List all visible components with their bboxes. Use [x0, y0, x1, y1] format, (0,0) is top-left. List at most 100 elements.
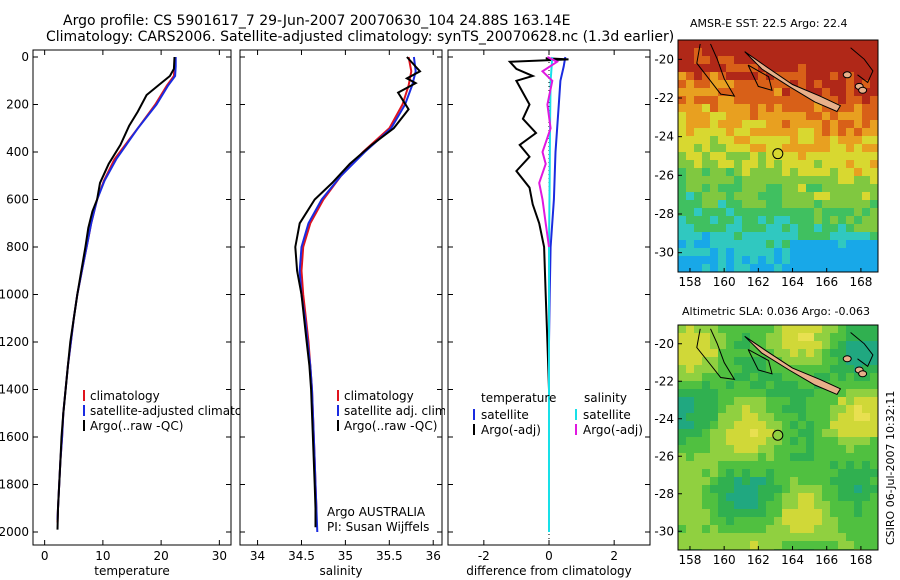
map-cell — [710, 525, 718, 533]
map-cell — [702, 264, 710, 272]
map-cell — [694, 248, 702, 256]
map-cell — [838, 128, 846, 136]
map-cell — [774, 365, 782, 373]
map-cell — [750, 136, 758, 144]
map-cell — [830, 533, 838, 541]
map-cell — [798, 501, 806, 509]
map-cell — [830, 168, 838, 176]
map-cell — [846, 104, 854, 112]
map-cell — [862, 477, 870, 485]
map-cell — [702, 72, 710, 80]
map-cell — [846, 397, 854, 405]
map-cell — [678, 256, 686, 264]
map-cell — [710, 136, 718, 144]
map-cell — [846, 421, 854, 429]
map-cell — [750, 264, 758, 272]
map-cell — [726, 453, 734, 461]
map-cell — [734, 381, 742, 389]
map-cell — [870, 365, 878, 373]
y-tick-label: 1200 — [0, 335, 29, 349]
map-cell — [742, 144, 750, 152]
map-cell — [790, 405, 798, 413]
map-cell — [862, 48, 870, 56]
y-tick-label: 0 — [21, 50, 29, 64]
map-cell — [790, 501, 798, 509]
map-cell — [734, 541, 742, 549]
map-cell — [870, 349, 878, 357]
map-cell — [734, 224, 742, 232]
map-frame — [677, 39, 879, 273]
map-cell — [718, 437, 726, 445]
map-cell — [750, 397, 758, 405]
map-cell — [782, 64, 790, 72]
map-cell — [782, 240, 790, 248]
map-cell — [694, 80, 702, 88]
x-axis-label: salinity — [319, 564, 362, 578]
map-cell — [742, 509, 750, 517]
map-cell — [798, 541, 806, 549]
map-cell — [742, 477, 750, 485]
map-cell — [782, 256, 790, 264]
map-cell — [758, 485, 766, 493]
map-cell — [846, 216, 854, 224]
x-tick-label: 166 — [815, 275, 838, 289]
map-cell — [862, 40, 870, 48]
map-cell — [718, 48, 726, 56]
map-cell — [694, 469, 702, 477]
map-cell — [742, 485, 750, 493]
map-cell — [718, 381, 726, 389]
map-cell — [766, 168, 774, 176]
map-cell — [758, 224, 766, 232]
map-cell — [686, 128, 694, 136]
map-cell — [694, 168, 702, 176]
map-cell — [782, 88, 790, 96]
map-cell — [870, 389, 878, 397]
map-cell — [758, 128, 766, 136]
map-cell — [750, 453, 758, 461]
map-cell — [870, 517, 878, 525]
map-cell — [710, 160, 718, 168]
map-cell — [782, 48, 790, 56]
map-cell — [870, 264, 878, 272]
map-cell — [726, 389, 734, 397]
y-tick-label: -24 — [654, 412, 674, 426]
map-cell — [854, 160, 862, 168]
map-cell — [774, 184, 782, 192]
map-cell — [846, 349, 854, 357]
map-cell — [678, 240, 686, 248]
map-cell — [766, 429, 774, 437]
map-cell — [726, 429, 734, 437]
map-cell — [758, 48, 766, 56]
map-cell — [870, 373, 878, 381]
map-cell — [782, 405, 790, 413]
map-cell — [814, 509, 822, 517]
map-cell — [782, 104, 790, 112]
map-cell — [734, 397, 742, 405]
map-cell — [806, 168, 814, 176]
map-cell — [790, 152, 798, 160]
map-cell — [862, 56, 870, 64]
map-cell — [774, 168, 782, 176]
map-cell — [862, 445, 870, 453]
map-cell — [798, 405, 806, 413]
map-cell — [774, 453, 782, 461]
map-cell — [694, 136, 702, 144]
map-cell — [758, 176, 766, 184]
map-cell — [822, 389, 830, 397]
map-cell — [734, 333, 742, 341]
map-cell — [782, 128, 790, 136]
map-cell — [686, 493, 694, 501]
map-cell — [774, 349, 782, 357]
map-cell — [774, 381, 782, 389]
map-cell — [846, 128, 854, 136]
map-cell — [806, 192, 814, 200]
map-cell — [678, 373, 686, 381]
map-cell — [830, 224, 838, 232]
map-cell — [798, 48, 806, 56]
y-tick-label: 400 — [6, 145, 29, 159]
map-cell — [758, 389, 766, 397]
map-cell — [806, 216, 814, 224]
map-cell — [782, 421, 790, 429]
map-cell — [862, 533, 870, 541]
map-cell — [854, 461, 862, 469]
